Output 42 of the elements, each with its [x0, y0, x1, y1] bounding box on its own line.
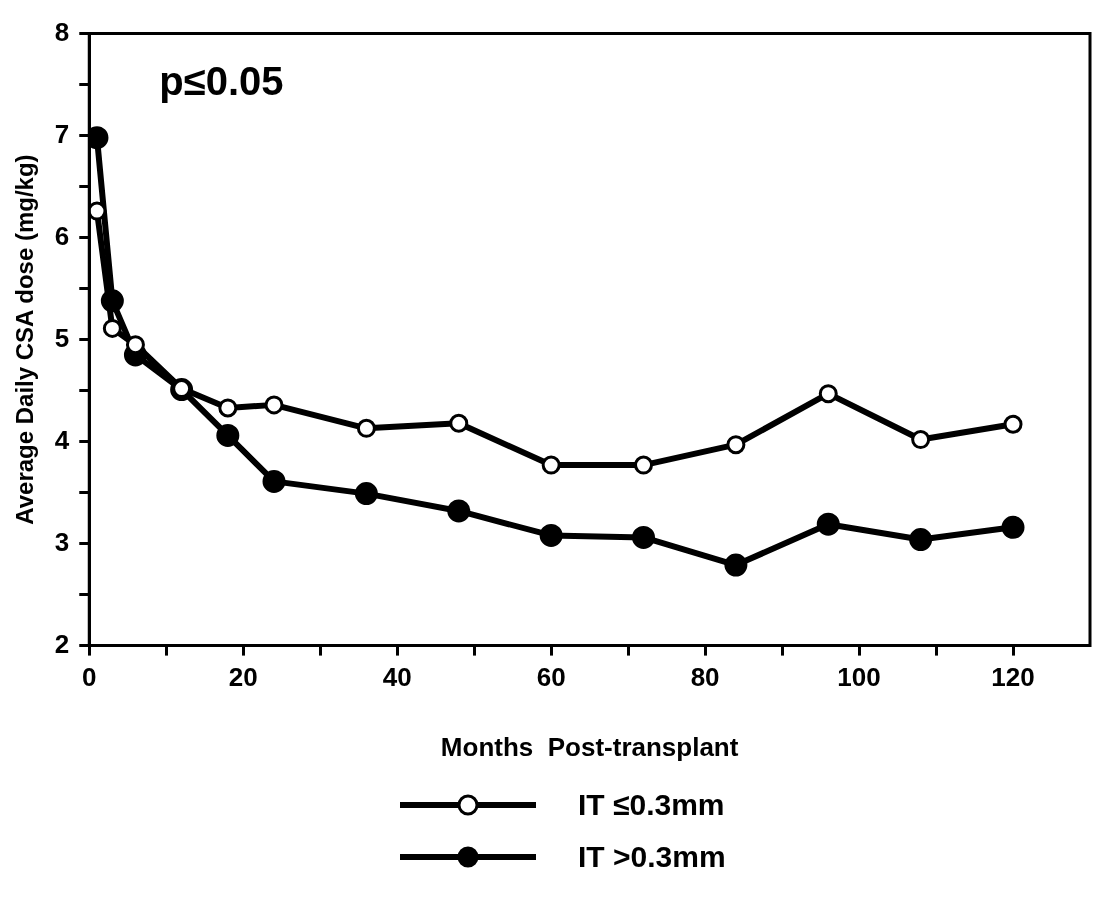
y-axis-title: Average Daily CSA dose (mg/kg) — [11, 154, 39, 525]
x-tick-label: 120 — [991, 662, 1035, 693]
y-tick-label: 4 — [54, 424, 70, 455]
point — [89, 201, 107, 221]
y-tick-label: 3 — [54, 526, 70, 557]
point — [216, 423, 240, 447]
point — [125, 335, 145, 355]
point — [262, 469, 286, 493]
point — [632, 525, 656, 549]
x-tick-label: 40 — [382, 662, 412, 693]
point — [539, 523, 563, 547]
point — [816, 512, 840, 536]
annotation: p≤0.05 — [159, 58, 284, 103]
point — [909, 528, 933, 552]
point — [354, 482, 378, 506]
point — [449, 413, 469, 433]
point — [102, 318, 122, 338]
point — [356, 418, 376, 438]
y-tick-label: 8 — [54, 16, 70, 47]
x-tick-label: 60 — [536, 662, 566, 693]
point — [218, 398, 238, 418]
point — [264, 395, 284, 415]
legend-label: IT >0.3mm — [578, 840, 726, 874]
point — [634, 455, 654, 475]
x-tick-label: 0 — [82, 662, 97, 693]
point — [447, 499, 471, 523]
legend-label: IT ≤0.3mm — [578, 788, 725, 822]
point — [541, 455, 561, 475]
x-tick-label: 100 — [837, 662, 881, 693]
y-tick-label: 7 — [54, 118, 70, 149]
x-tick-label: 20 — [228, 662, 258, 693]
point — [726, 435, 746, 455]
x-axis-title: Months Post-transplant — [440, 731, 739, 762]
point — [1003, 414, 1023, 434]
point — [911, 430, 931, 450]
y-tick-label: 2 — [54, 628, 70, 659]
x-tick-label: 80 — [690, 662, 720, 693]
point — [818, 384, 838, 404]
y-tick-label: 5 — [54, 322, 70, 353]
point — [1001, 515, 1025, 539]
point — [724, 553, 748, 577]
y-tick-label: 6 — [54, 220, 70, 251]
